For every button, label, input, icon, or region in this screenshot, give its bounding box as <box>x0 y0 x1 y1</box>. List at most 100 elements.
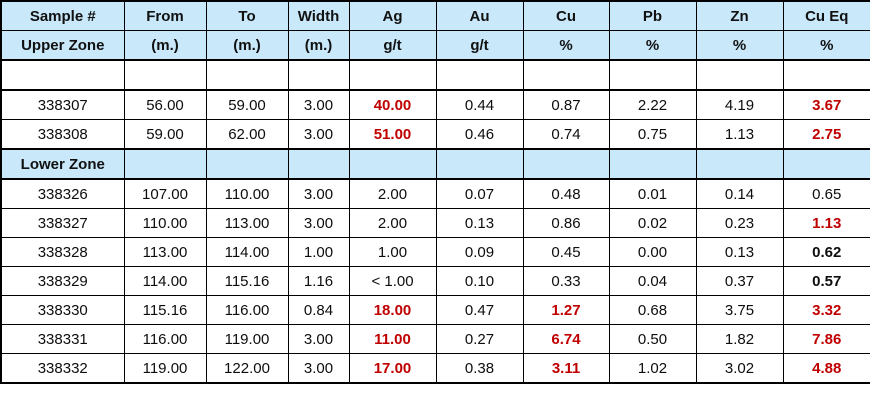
value-cell: 3.02 <box>695 353 784 384</box>
sample-id-cell: 338326 <box>0 178 125 209</box>
value-cell: 0.65 <box>782 178 870 209</box>
value-cell: 3.00 <box>287 89 350 120</box>
value-cell: 4.88 <box>782 353 870 384</box>
value-cell: 0.47 <box>435 295 524 325</box>
col-header-from: From <box>123 0 207 31</box>
value-cell: 0.27 <box>435 324 524 354</box>
sample-row: 338329 114.00 115.16 1.16 < 1.00 0.10 0.33 0.04… <box>0 266 870 296</box>
value-cell: 0.84 <box>287 295 350 325</box>
value-cell: 1.82 <box>695 324 784 354</box>
unit-cu: % <box>522 30 610 61</box>
col-header-pb: Pb <box>608 0 697 31</box>
value-cell: 122.00 <box>205 353 289 384</box>
value-cell: < 1.00 <box>348 266 437 296</box>
value-cell <box>782 59 870 91</box>
sample-row: 338331 116.00 119.00 3.00 11.00 0.27 6.74 0.50 1… <box>0 324 870 354</box>
value-cell: 0.86 <box>522 208 610 238</box>
value-cell: 3.00 <box>287 324 350 354</box>
value-cell: 2.00 <box>348 208 437 238</box>
value-cell: 3.75 <box>695 295 784 325</box>
value-cell: 0.37 <box>695 266 784 296</box>
value-cell: 0.04 <box>608 266 697 296</box>
value-cell: 6.74 <box>522 324 610 354</box>
value-cell: 113.00 <box>123 237 207 267</box>
value-cell: 51.00 <box>348 119 437 150</box>
value-cell: 116.00 <box>123 324 207 354</box>
sample-id-cell: 338328 <box>0 237 125 267</box>
value-cell: 1.00 <box>348 237 437 267</box>
table-body: 338307 56.00 59.00 3.00 40.00 0.44 0.87 2.22 4.1… <box>0 59 870 384</box>
value-cell: 0.13 <box>435 208 524 238</box>
value-cell <box>522 148 610 180</box>
value-cell: 0.68 <box>608 295 697 325</box>
value-cell: 17.00 <box>348 353 437 384</box>
value-cell: 1.13 <box>695 119 784 150</box>
value-cell: 110.00 <box>205 178 289 209</box>
value-cell: 3.00 <box>287 208 350 238</box>
value-cell: 0.02 <box>608 208 697 238</box>
col-header-au: Au <box>435 0 524 31</box>
sample-row: 338330 115.16 116.00 0.84 18.00 0.47 1.27 0.68 3… <box>0 295 870 325</box>
value-cell <box>608 148 697 180</box>
sample-id-cell: 338307 <box>0 89 125 120</box>
value-cell: 0.38 <box>435 353 524 384</box>
value-cell <box>348 148 437 180</box>
value-cell: 119.00 <box>123 353 207 384</box>
sample-row: 338326 107.00 110.00 3.00 2.00 0.07 0.48 0.01 0.… <box>0 178 870 209</box>
value-cell <box>695 59 784 91</box>
unit-width: (m.) <box>287 30 350 61</box>
value-cell <box>348 59 437 91</box>
value-cell: 114.00 <box>123 266 207 296</box>
sample-id-cell: 338332 <box>0 353 125 384</box>
value-cell: 115.16 <box>123 295 207 325</box>
value-cell: 0.09 <box>435 237 524 267</box>
value-cell: 0.44 <box>435 89 524 120</box>
value-cell: 40.00 <box>348 89 437 120</box>
value-cell: 7.86 <box>782 324 870 354</box>
unit-pb: % <box>608 30 697 61</box>
unit-from: (m.) <box>123 30 207 61</box>
unit-cueq: % <box>782 30 870 61</box>
value-cell: 0.57 <box>782 266 870 296</box>
value-cell: 0.33 <box>522 266 610 296</box>
value-cell <box>695 148 784 180</box>
value-cell: 3.11 <box>522 353 610 384</box>
value-cell: 1.00 <box>287 237 350 267</box>
zone-row: Lower Zone <box>0 148 870 180</box>
value-cell: 3.00 <box>287 178 350 209</box>
unit-zn: % <box>695 30 784 61</box>
col-header-sample: Sample # <box>0 0 125 31</box>
col-header-zn: Zn <box>695 0 784 31</box>
value-cell: 0.48 <box>522 178 610 209</box>
value-cell: 3.00 <box>287 353 350 384</box>
value-cell: 18.00 <box>348 295 437 325</box>
value-cell <box>205 148 289 180</box>
value-cell: 59.00 <box>123 119 207 150</box>
value-cell: 2.00 <box>348 178 437 209</box>
value-cell: 0.13 <box>695 237 784 267</box>
value-cell: 115.16 <box>205 266 289 296</box>
zone-label-upper: Upper Zone <box>0 30 125 61</box>
value-cell: 0.50 <box>608 324 697 354</box>
value-cell: 3.00 <box>287 119 350 150</box>
value-cell <box>287 59 350 91</box>
sample-id-cell: 338308 <box>0 119 125 150</box>
value-cell: 59.00 <box>205 89 289 120</box>
value-cell: 11.00 <box>348 324 437 354</box>
value-cell: 0.62 <box>782 237 870 267</box>
value-cell <box>782 148 870 180</box>
value-cell <box>287 148 350 180</box>
value-cell: 0.14 <box>695 178 784 209</box>
value-cell: 4.19 <box>695 89 784 120</box>
col-header-to: To <box>205 0 289 31</box>
units-row: Upper Zone (m.) (m.) (m.) g/t g/t % % % … <box>0 30 870 61</box>
value-cell: 3.32 <box>782 295 870 325</box>
column-header-row: Sample # From To Width Ag Au Cu Pb Zn Cu… <box>0 0 870 31</box>
sample-row: 338307 56.00 59.00 3.00 40.00 0.44 0.87 2.22 4.1… <box>0 89 870 120</box>
value-cell <box>123 59 207 91</box>
col-header-ag: Ag <box>348 0 437 31</box>
value-cell <box>435 148 524 180</box>
value-cell: 0.10 <box>435 266 524 296</box>
value-cell: 116.00 <box>205 295 289 325</box>
